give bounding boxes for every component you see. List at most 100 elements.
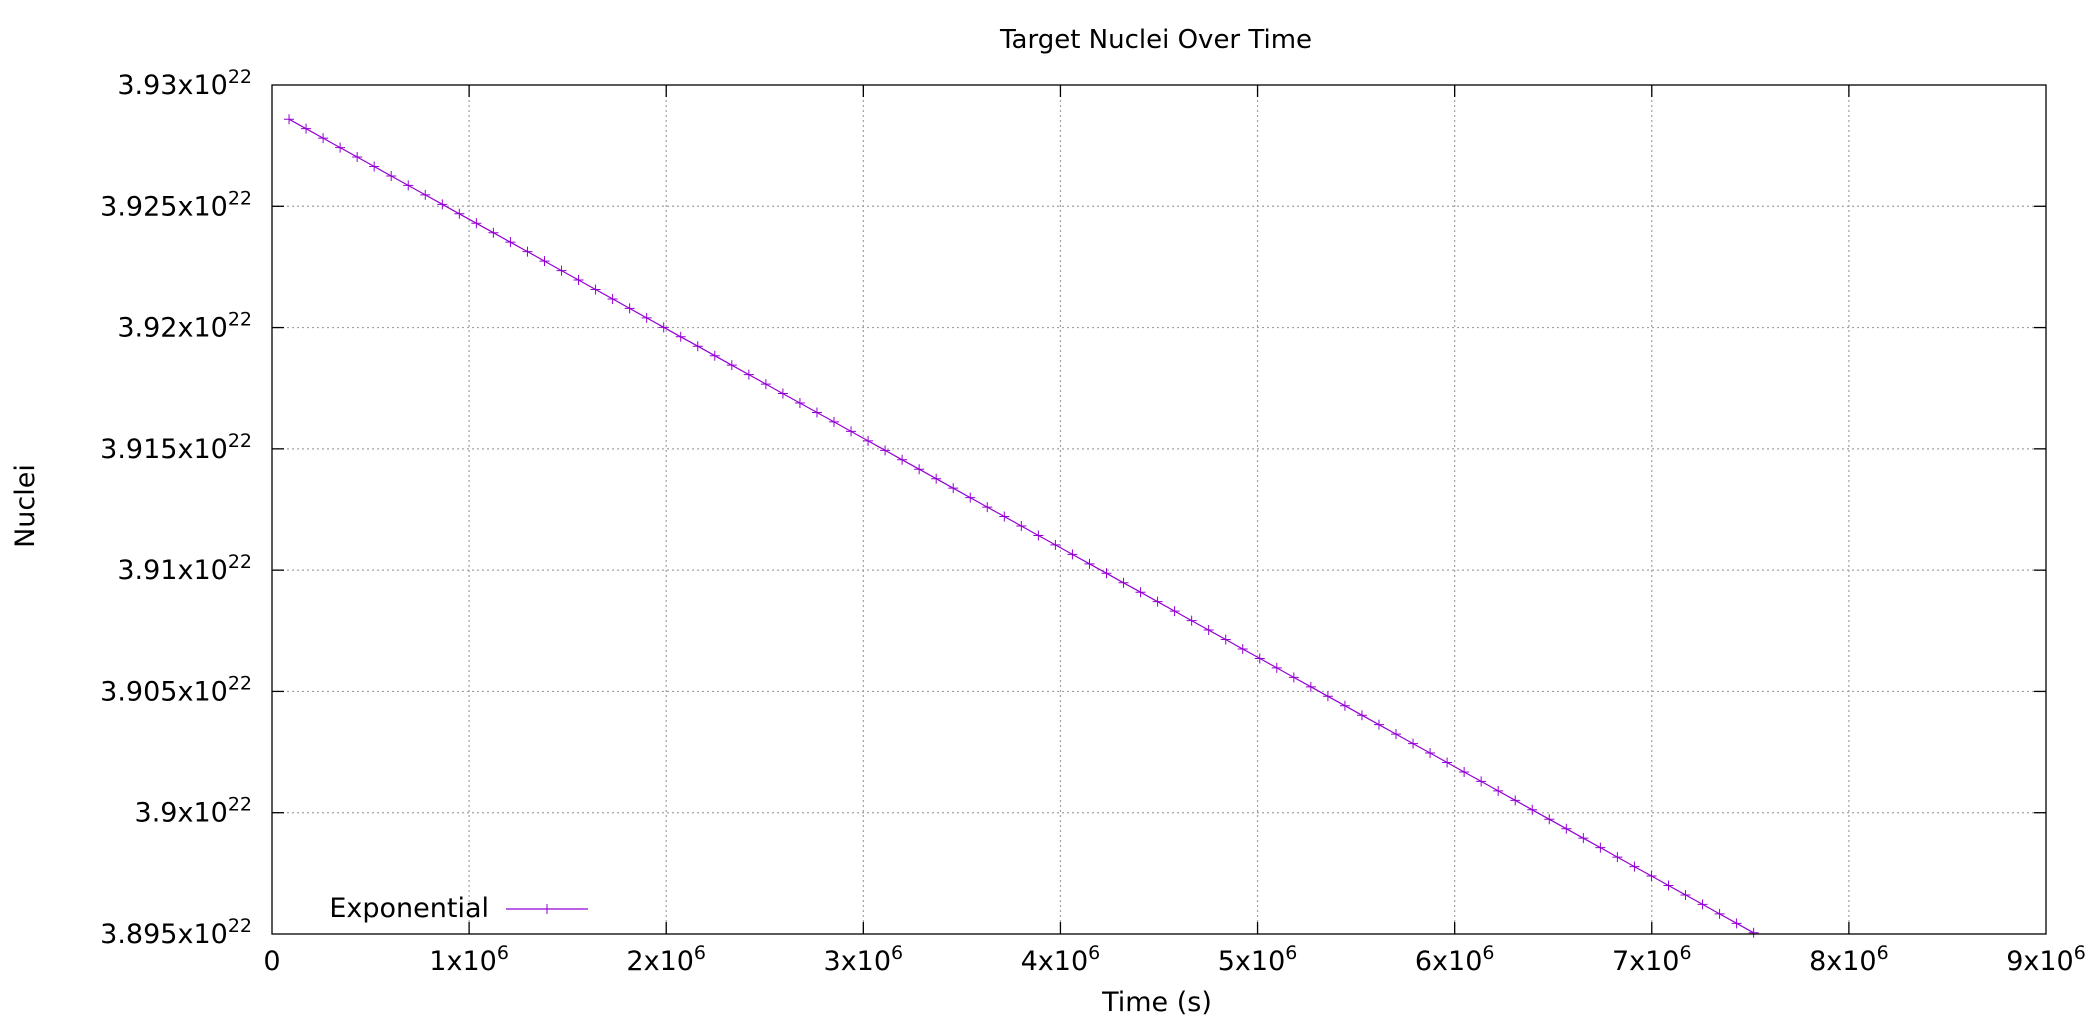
y-axis-label: Nuclei (10, 464, 41, 548)
data-point (607, 293, 618, 304)
data-point (1391, 729, 1402, 740)
data-point (1646, 871, 1657, 882)
data-point (948, 483, 959, 494)
data-point (1254, 653, 1265, 664)
y-tick-labels: 3.895x1022 3.9x1022 3.905x1022 3.91x1022 3.9… (100, 66, 252, 950)
data-point (1203, 625, 1214, 636)
data-point (522, 246, 533, 257)
x-tick-label: 3x106 (824, 942, 904, 977)
data-point (811, 407, 822, 418)
data-point (420, 189, 431, 200)
x-tick-label: 2x106 (626, 942, 706, 977)
data-point (1288, 672, 1299, 683)
data-point (1135, 587, 1146, 598)
data-point (590, 284, 601, 295)
x-tick-label: 5x106 (1218, 942, 1298, 977)
data-point (1459, 766, 1470, 777)
data-point (352, 152, 363, 163)
y-tick-label: 3.915x1022 (100, 430, 252, 465)
data-point (318, 133, 329, 144)
data-point (1544, 814, 1555, 825)
data-point (1339, 700, 1350, 711)
y-tick-label: 3.9x1022 (135, 794, 252, 829)
x-tick-label: 0 (263, 946, 280, 977)
data-point (1373, 719, 1384, 730)
data-point (675, 331, 686, 342)
data-point (1663, 880, 1674, 891)
grid-lines (272, 85, 2046, 934)
data-point (488, 227, 499, 238)
data-point (794, 398, 805, 409)
data-point (1612, 852, 1623, 863)
data-point (539, 256, 550, 267)
data-point (1118, 577, 1129, 588)
data-point (709, 350, 720, 361)
data-point (1629, 861, 1640, 872)
data-point (1697, 899, 1708, 910)
data-point (760, 379, 771, 390)
data-point (726, 360, 737, 371)
data-point (863, 435, 874, 446)
legend-swatch (506, 904, 588, 914)
x-tick-label: 8x106 (1809, 942, 1889, 977)
data-point (1731, 918, 1742, 929)
x-tick-label: 7x106 (1612, 942, 1692, 977)
data-point (1101, 568, 1112, 579)
y-tick-label: 3.925x1022 (100, 187, 252, 222)
legend: Exponential (329, 893, 588, 924)
y-tick-label: 3.92x1022 (117, 309, 252, 344)
data-point (1322, 691, 1333, 702)
y-tick-label: 3.91x1022 (117, 551, 252, 586)
data-point (1356, 710, 1367, 721)
legend-label: Exponential (329, 893, 489, 924)
data-point (386, 170, 397, 181)
data-point (1714, 908, 1725, 919)
data-point (914, 464, 925, 475)
data-point (1152, 596, 1163, 607)
tick-marks (272, 85, 2046, 934)
data-point (505, 237, 516, 248)
data-point (846, 426, 857, 437)
series-layer (284, 114, 1759, 938)
data-point (556, 265, 567, 276)
data-point (471, 218, 482, 229)
x-tick-labels: 0 1x106 2x106 3x106 4x106 5x106 6x106 7x106 8x10… (263, 942, 2085, 977)
data-point (1033, 530, 1044, 541)
data-point (369, 161, 380, 172)
data-point (1271, 662, 1282, 673)
data-point (1237, 643, 1248, 654)
data-point (573, 275, 584, 286)
data-point (1084, 558, 1095, 569)
y-tick-label: 3.905x1022 (100, 672, 252, 707)
data-point (931, 473, 942, 484)
data-point (1442, 757, 1453, 768)
data-point (1476, 776, 1487, 787)
data-point (965, 492, 976, 503)
data-point (1305, 681, 1316, 692)
data-point (829, 416, 840, 427)
legend-marker (542, 904, 552, 914)
data-point (658, 322, 669, 333)
data-point (301, 123, 312, 134)
data-point (641, 312, 652, 323)
data-point (335, 142, 346, 153)
y-tick-label: 3.93x1022 (117, 66, 252, 101)
data-point (897, 454, 908, 465)
data-point (982, 502, 993, 513)
data-point (403, 180, 414, 191)
data-point (454, 208, 465, 219)
data-point (437, 199, 448, 210)
x-tick-label: 4x106 (1021, 942, 1101, 977)
x-axis-label: Time (s) (1101, 987, 1212, 1018)
data-point (880, 445, 891, 456)
data-point (1561, 823, 1572, 834)
data-point (1408, 738, 1419, 749)
data-point (284, 114, 295, 125)
x-tick-label: 1x106 (429, 942, 509, 977)
plot-frame (271, 84, 2047, 935)
data-point (1220, 634, 1231, 645)
data-point (1067, 549, 1078, 560)
data-point (1595, 842, 1606, 853)
